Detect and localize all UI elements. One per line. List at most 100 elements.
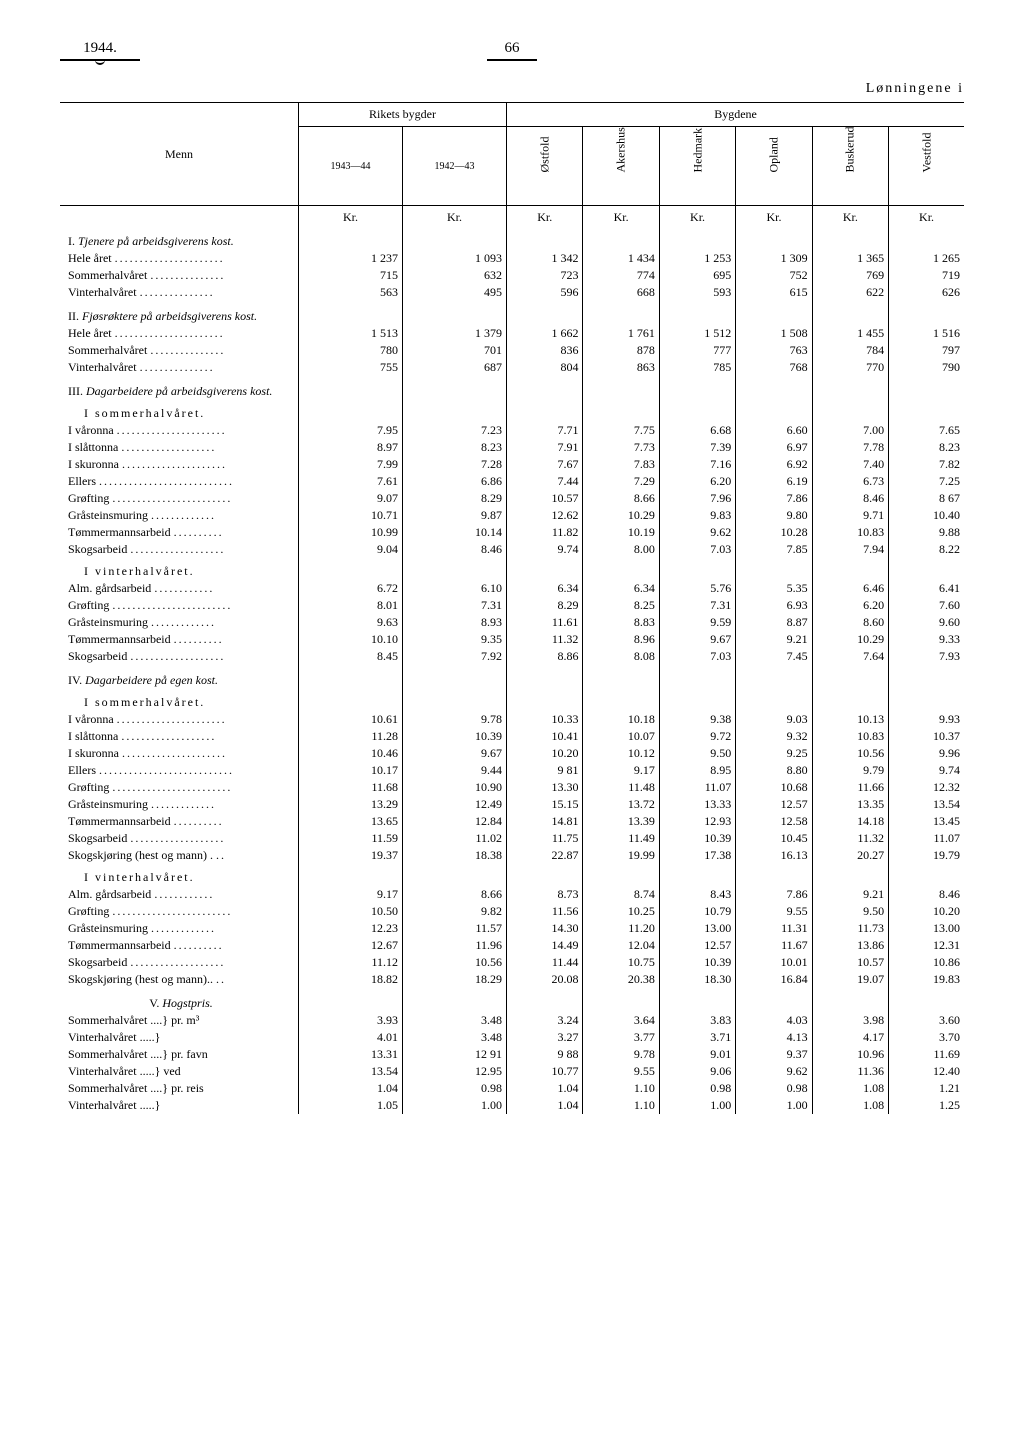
- data-row: Grøfting ........................10.509.…: [60, 903, 964, 920]
- data-cell: 19.37: [299, 847, 403, 864]
- data-cell: 16.13: [736, 847, 812, 864]
- data-cell: 7.45: [736, 648, 812, 665]
- data-cell: 10.37: [889, 728, 964, 745]
- data-cell: 10.68: [736, 779, 812, 796]
- data-cell: 8.22: [889, 541, 964, 558]
- data-cell: 790: [889, 359, 964, 376]
- data-row: Gråsteinsmuring .............13.2912.491…: [60, 796, 964, 813]
- data-cell: 9.59: [659, 614, 735, 631]
- data-cell: 9.88: [889, 524, 964, 541]
- data-cell: 1.08: [812, 1080, 888, 1097]
- data-cell: 10.56: [812, 745, 888, 762]
- data-cell: 7.23: [403, 422, 507, 439]
- data-row: Skogsarbeid ...................8.457.928…: [60, 648, 964, 665]
- data-cell: 3.93: [299, 1012, 403, 1029]
- data-cell: 615: [736, 284, 812, 301]
- data-cell: 16.84: [736, 971, 812, 988]
- data-cell: 11.44: [507, 954, 583, 971]
- data-row: Skogsarbeid ...................9.048.469…: [60, 541, 964, 558]
- data-cell: 1 455: [812, 325, 888, 342]
- row-label: Vinterhalvåret ...............: [60, 284, 299, 301]
- col-menn: Menn: [60, 103, 299, 206]
- data-row: Gråsteinsmuring .............9.638.9311.…: [60, 614, 964, 631]
- section-title: I. Tjenere på arbeidsgiverens kost.: [60, 226, 299, 250]
- data-cell: 1.10: [583, 1080, 659, 1097]
- data-cell: 10.29: [812, 631, 888, 648]
- row-label: Skogsarbeid ...................: [60, 648, 299, 665]
- data-cell: 11.57: [403, 920, 507, 937]
- data-cell: 1 365: [812, 250, 888, 267]
- data-row: Ellers ...........................10.179…: [60, 762, 964, 779]
- row-label: I skuronna .....................: [60, 745, 299, 762]
- data-cell: 7.93: [889, 648, 964, 665]
- data-cell: 1 237: [299, 250, 403, 267]
- data-cell: 14.81: [507, 813, 583, 830]
- col-ostfold: Østfold: [507, 127, 583, 206]
- col-vestfold: Vestfold: [889, 127, 964, 206]
- data-cell: 8.08: [583, 648, 659, 665]
- data-cell: 10.90: [403, 779, 507, 796]
- data-cell: 10.28: [736, 524, 812, 541]
- data-cell: 11.59: [299, 830, 403, 847]
- data-cell: 4.01: [299, 1029, 403, 1046]
- row-label: Hele året ......................: [60, 250, 299, 267]
- data-cell: 9.50: [812, 903, 888, 920]
- data-cell: 769: [812, 267, 888, 284]
- col-bygdene: Bygdene: [507, 103, 964, 127]
- data-row: Tømmermannsarbeid ..........13.6512.8414…: [60, 813, 964, 830]
- data-cell: 8.96: [583, 631, 659, 648]
- data-cell: 1.04: [299, 1080, 403, 1097]
- data-cell: 7.25: [889, 473, 964, 490]
- col-akershus: Akershus: [583, 127, 659, 206]
- col-rikets: Rikets bygder: [299, 103, 507, 127]
- data-cell: 9.60: [889, 614, 964, 631]
- data-cell: 19.79: [889, 847, 964, 864]
- subsection-title: I vinterhalvåret.: [60, 558, 299, 580]
- data-cell: 10.33: [507, 711, 583, 728]
- data-cell: 8.23: [403, 439, 507, 456]
- data-cell: 1 512: [659, 325, 735, 342]
- data-cell: 10.13: [812, 711, 888, 728]
- data-cell: 6.93: [736, 597, 812, 614]
- data-cell: 11.12: [299, 954, 403, 971]
- data-cell: 4.13: [736, 1029, 812, 1046]
- data-cell: 20.38: [583, 971, 659, 988]
- data-cell: 11.32: [507, 631, 583, 648]
- data-cell: 1 761: [583, 325, 659, 342]
- row-label: Tømmermannsarbeid ..........: [60, 524, 299, 541]
- data-cell: 8.66: [583, 490, 659, 507]
- data-cell: 11.66: [812, 779, 888, 796]
- data-cell: 3.71: [659, 1029, 735, 1046]
- data-cell: 6.10: [403, 580, 507, 597]
- data-cell: 7.16: [659, 456, 735, 473]
- row-label: Sommerhalvåret ...............: [60, 342, 299, 359]
- data-cell: 9.01: [659, 1046, 735, 1063]
- data-cell: 9.96: [889, 745, 964, 762]
- col-hedmark: Hedmark: [659, 127, 735, 206]
- data-row: Vinterhalvåret .....}1.051.001.041.101.0…: [60, 1097, 964, 1114]
- data-cell: 9.67: [659, 631, 735, 648]
- data-cell: 3.64: [583, 1012, 659, 1029]
- row-label: Gråsteinsmuring .............: [60, 614, 299, 631]
- data-cell: 1.00: [403, 1097, 507, 1114]
- data-cell: 7.44: [507, 473, 583, 490]
- kr-cell: Kr.: [736, 206, 812, 227]
- row-label: Gråsteinsmuring .............: [60, 796, 299, 813]
- data-cell: 12.58: [736, 813, 812, 830]
- data-cell: 9.80: [736, 507, 812, 524]
- data-cell: 6.72: [299, 580, 403, 597]
- data-cell: 13.29: [299, 796, 403, 813]
- data-cell: 715: [299, 267, 403, 284]
- data-row: Skogskjøring (hest og mann).. ..18.8218.…: [60, 971, 964, 988]
- data-cell: 11.20: [583, 920, 659, 937]
- row-label: Grøfting ........................: [60, 597, 299, 614]
- data-cell: 13.00: [659, 920, 735, 937]
- data-cell: 14.49: [507, 937, 583, 954]
- data-cell: 8.87: [736, 614, 812, 631]
- subsection-title: I vinterhalvåret.: [60, 864, 299, 886]
- row-label: Grøfting ........................: [60, 903, 299, 920]
- data-cell: 11.75: [507, 830, 583, 847]
- kr-cell: Kr.: [403, 206, 507, 227]
- kr-row: Kr.Kr.Kr.Kr.Kr.Kr.Kr.Kr.: [60, 206, 964, 227]
- data-cell: 13.35: [812, 796, 888, 813]
